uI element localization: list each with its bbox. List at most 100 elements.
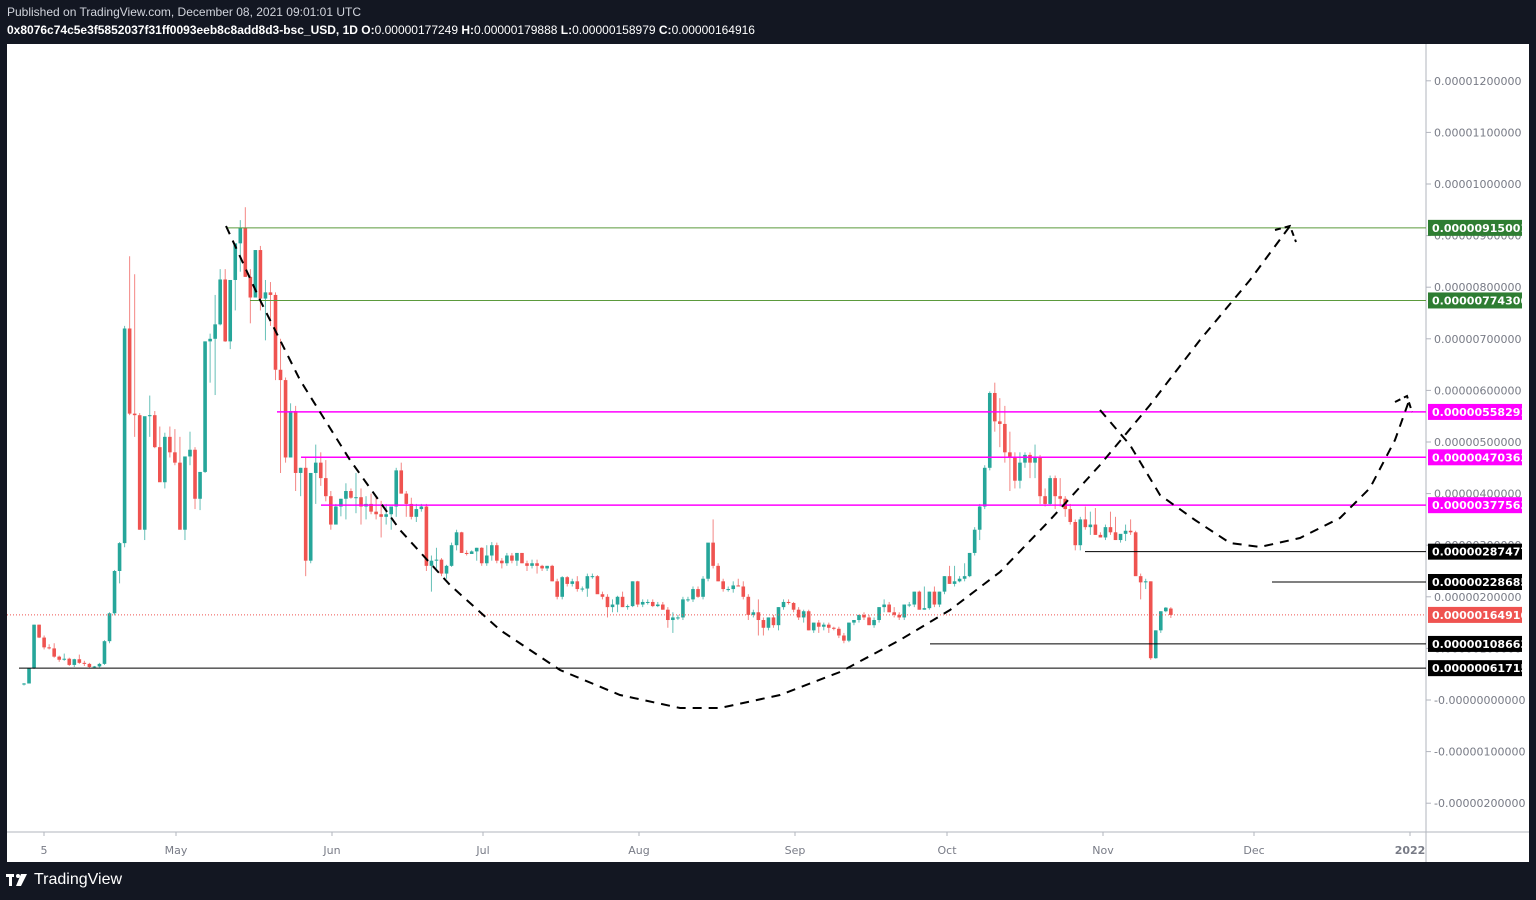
candle-body: [565, 577, 570, 584]
candle-body: [384, 514, 388, 517]
candle-body: [238, 227, 243, 244]
candle-body: [313, 462, 318, 473]
price-tick-label: 0.00001100000: [1434, 126, 1521, 139]
candle-body: [655, 604, 660, 607]
candle-body: [962, 576, 967, 579]
candle-body: [22, 683, 26, 685]
candle-body: [957, 578, 962, 582]
candle-body: [671, 617, 675, 621]
candle-body: [318, 462, 323, 479]
candle-body: [520, 552, 524, 564]
candle-body: [394, 470, 399, 507]
candle-body: [751, 612, 756, 615]
candle-body: [600, 594, 605, 597]
candle-body: [550, 565, 554, 582]
candle-body: [132, 413, 137, 416]
candle-body: [791, 602, 796, 610]
candle-body: [203, 341, 207, 472]
candle-body: [605, 596, 610, 608]
candle-body: [515, 552, 519, 561]
published-caption: Published on TradingView.com, December 0…: [7, 5, 361, 19]
candle-body: [47, 647, 51, 649]
price-tick-label: -0.00000100000: [1434, 746, 1525, 759]
candle-body: [786, 601, 791, 603]
candle-body: [972, 529, 977, 553]
candle-body: [927, 591, 932, 609]
price-tick-label: 0.00000600000: [1434, 384, 1521, 397]
tradingview-brand[interactable]: TradingView: [34, 871, 123, 888]
price-level-tag: 0.00000228685: [1428, 573, 1528, 590]
svg-text:0.00000558291: 0.00000558291: [1432, 406, 1528, 419]
candle-body: [127, 328, 132, 414]
price-axis[interactable]: 0.00001200000 0.00001100000 0.00001000000 0…: [1426, 75, 1525, 810]
handle-curve-arrow: [1394, 394, 1413, 413]
candle-body: [721, 581, 725, 590]
candle-body: [932, 591, 937, 605]
candle-body: [228, 279, 233, 342]
candle-body: [27, 668, 31, 684]
candle-body: [117, 543, 122, 571]
candle-body: [967, 552, 972, 577]
time-axis[interactable]: 5 May Jun Jul Aug Sep Oct Nov Dec 2022: [41, 832, 1426, 857]
candle-body: [1018, 462, 1022, 481]
candle-body: [344, 491, 348, 499]
footer-branding: TradingView: [6, 871, 122, 889]
svg-text:0.00000774306: 0.00000774306: [1432, 294, 1528, 307]
symbol-legend: 0x8076c74c5e3f5852037f31ff0093eeb8c8add8…: [7, 23, 755, 37]
candle-body: [867, 617, 871, 626]
candle-body: [1093, 524, 1098, 535]
chart-area[interactable]: 0.00001200000 0.00001100000 0.00001000000 0…: [7, 44, 1529, 862]
candle-body: [877, 607, 881, 621]
candle-body: [1068, 509, 1073, 522]
candle-body: [771, 617, 776, 626]
candle-body: [1113, 532, 1118, 541]
handle-curve[interactable]: [1099, 397, 1411, 549]
price-tick-label: 0.00000700000: [1434, 333, 1521, 346]
candle-body: [339, 498, 343, 507]
candle-body: [505, 555, 509, 564]
candle-body: [474, 547, 479, 552]
candle-body: [570, 581, 575, 584]
candle-body: [298, 467, 303, 473]
candle-body: [781, 601, 786, 608]
svg-text:0.00000470363: 0.00000470363: [1432, 451, 1528, 464]
candle-body: [1008, 452, 1012, 458]
candle-body: [711, 542, 715, 566]
candle-body: [987, 392, 992, 468]
candle-body: [746, 596, 751, 615]
candle-body: [122, 328, 127, 544]
candle-body: [500, 560, 504, 564]
candle-body: [1128, 530, 1133, 533]
candle-body: [72, 659, 77, 665]
candle-body: [444, 565, 449, 574]
symbol-name[interactable]: 0x8076c74c5e3f5852037f31ff0093eeb8c8add8…: [7, 23, 358, 37]
candle-body: [379, 514, 383, 517]
candle-body: [872, 620, 876, 626]
candlestick-chart[interactable]: 0.00001200000 0.00001100000 0.00001000000 0…: [7, 44, 1529, 862]
price-level-tag: 0.00000377563: [1428, 497, 1528, 514]
candle-body: [198, 471, 202, 499]
candle-body: [766, 617, 771, 628]
candle-body: [137, 415, 142, 530]
candle-body: [324, 478, 328, 497]
candle-body: [102, 641, 107, 664]
candle-body: [87, 663, 92, 667]
svg-text:0.00000228685: 0.00000228685: [1432, 576, 1528, 589]
candle-body: [193, 449, 197, 499]
candle-body: [263, 292, 268, 299]
candle-body: [1169, 608, 1173, 615]
candle-body: [1053, 478, 1057, 497]
candle-body: [1133, 532, 1138, 577]
candle-body: [801, 611, 806, 618]
candle-body: [1033, 457, 1037, 463]
candle-body: [585, 576, 590, 589]
candle-body: [1078, 519, 1083, 546]
candle-body: [1013, 457, 1017, 481]
price-tick-label: 0.00000800000: [1434, 281, 1521, 294]
candle-body: [354, 497, 358, 499]
cup-curve[interactable]: [225, 225, 1291, 709]
candle-body: [469, 551, 474, 554]
price-level-tag: 0.00000061715: [1428, 660, 1528, 677]
high-value: 0.00000179888: [474, 23, 558, 37]
candle-body: [1118, 533, 1123, 541]
